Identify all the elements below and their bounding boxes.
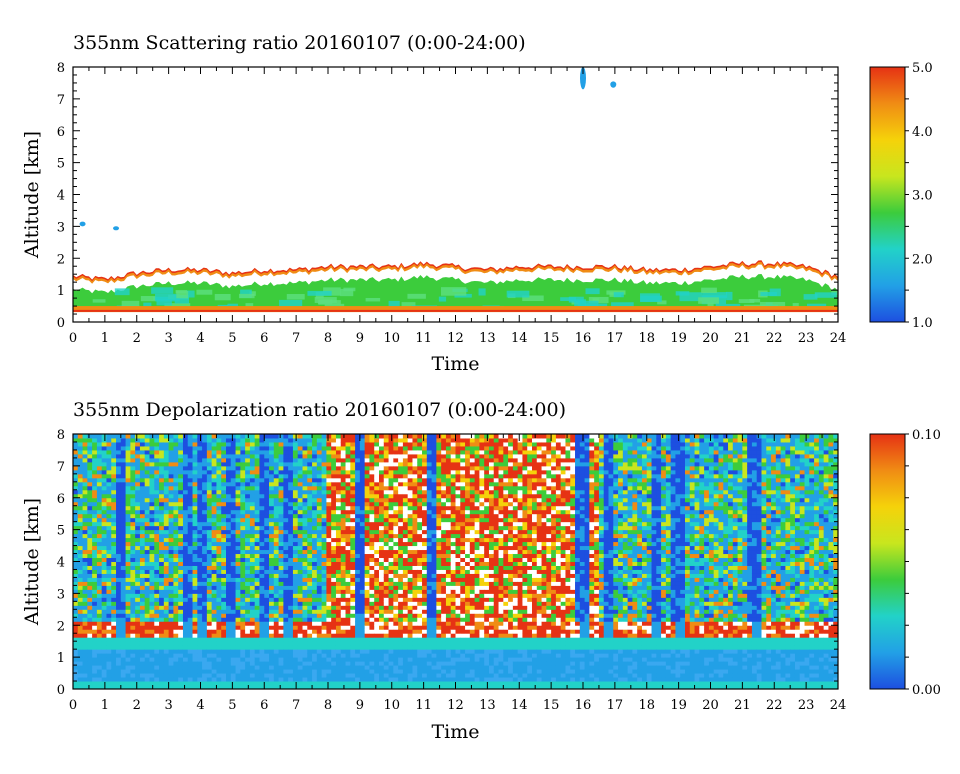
x-tick-label: 17 xyxy=(607,698,624,713)
x-tick-label: 1 xyxy=(101,698,109,713)
x-tick-label: 2 xyxy=(133,331,141,346)
colorbar-label: 3.0 xyxy=(912,189,933,204)
x-tick-label: 3 xyxy=(164,331,172,346)
x-tick-label: 4 xyxy=(196,698,204,713)
x-tick-label: 23 xyxy=(798,331,815,346)
x-tick-label: 24 xyxy=(830,698,847,713)
x-tick-label: 13 xyxy=(479,698,496,713)
y-tick-label: 1 xyxy=(57,284,65,299)
y-tick-label: 5 xyxy=(57,524,65,539)
colorbar-scale xyxy=(870,67,905,322)
x-axis-label: Time xyxy=(431,721,479,743)
x-tick-label: 23 xyxy=(798,698,815,713)
isolated-echo xyxy=(80,222,86,227)
colorbar-label: 2.0 xyxy=(912,252,933,267)
y-tick-label: 6 xyxy=(57,492,65,507)
x-tick-label: 1 xyxy=(101,331,109,346)
x-tick-label: 15 xyxy=(543,331,560,346)
y-tick-label: 4 xyxy=(57,556,65,571)
x-tick-label: 22 xyxy=(766,331,783,346)
colorbar-label: 1.0 xyxy=(912,316,933,331)
x-tick-label: 11 xyxy=(415,698,432,713)
y-tick-label: 1 xyxy=(57,651,65,666)
isolated-echo xyxy=(610,81,616,87)
x-tick-label: 6 xyxy=(260,331,268,346)
y-tick-label: 2 xyxy=(57,619,65,634)
scattering-ratio-panel: 355nm Scattering ratio 20160107 (0:00-24… xyxy=(21,32,933,375)
x-tick-label: 10 xyxy=(383,331,400,346)
colorbar: 0.00 0.10 xyxy=(870,428,941,698)
y-tick-label: 2 xyxy=(57,252,65,267)
x-tick-label: 18 xyxy=(638,698,655,713)
colorbar: 1.0 2.0 3.0 4.0 5.0 xyxy=(870,61,933,331)
x-tick-label: 11 xyxy=(415,331,432,346)
x-tick-label: 9 xyxy=(356,331,364,346)
colorbar-label: 0.10 xyxy=(912,428,941,443)
y-tick-label: 8 xyxy=(57,61,65,76)
x-tick-label: 7 xyxy=(292,331,300,346)
x-tick-label: 12 xyxy=(447,698,464,713)
chart-title: 355nm Depolarization ratio 20160107 (0:0… xyxy=(73,399,566,421)
y-tick-label: 7 xyxy=(57,460,65,475)
x-tick-label: 8 xyxy=(324,698,332,713)
x-tick-label: 9 xyxy=(356,698,364,713)
x-tick-label: 8 xyxy=(324,331,332,346)
x-tick-label: 16 xyxy=(575,331,592,346)
x-tick-label: 6 xyxy=(260,698,268,713)
y-tick-label: 3 xyxy=(57,220,65,235)
y-tick-label: 3 xyxy=(57,587,65,602)
x-tick-label: 13 xyxy=(479,331,496,346)
x-tick-label: 0 xyxy=(69,698,77,713)
x-tick-label: 12 xyxy=(447,331,464,346)
depolarization-ratio-panel: 355nm Depolarization ratio 20160107 (0:0… xyxy=(21,399,941,743)
y-tick-label: 0 xyxy=(57,683,65,698)
y-tick-label: 7 xyxy=(57,93,65,108)
x-tick-label: 20 xyxy=(702,331,719,346)
x-tick-label: 19 xyxy=(670,698,687,713)
chart-title: 355nm Scattering ratio 20160107 (0:00-24… xyxy=(73,32,526,54)
x-tick-label: 20 xyxy=(702,698,719,713)
x-tick-label: 5 xyxy=(228,331,236,346)
y-tick-label: 8 xyxy=(57,428,65,443)
x-tick-label: 14 xyxy=(511,698,528,713)
x-tick-label: 22 xyxy=(766,698,783,713)
x-tick-label: 4 xyxy=(196,331,204,346)
x-tick-label: 0 xyxy=(69,331,77,346)
x-tick-label: 15 xyxy=(543,698,560,713)
x-tick-label: 3 xyxy=(164,698,172,713)
heatmap-field xyxy=(73,434,839,690)
y-axis-label: Altitude [km] xyxy=(21,498,43,626)
x-axis-label: Time xyxy=(431,353,479,375)
x-tick-label: 21 xyxy=(734,331,751,346)
colorbar-label: 5.0 xyxy=(912,61,933,76)
y-tick-label: 5 xyxy=(57,157,65,172)
x-tick-label: 17 xyxy=(607,331,624,346)
isolated-echo xyxy=(113,226,119,230)
y-tick-label: 4 xyxy=(57,189,65,204)
x-tick-label: 2 xyxy=(133,698,141,713)
x-tick-label: 16 xyxy=(575,698,592,713)
x-tick-label: 5 xyxy=(228,698,236,713)
y-tick-label: 6 xyxy=(57,125,65,140)
colorbar-label: 0.00 xyxy=(912,683,941,698)
x-tick-label: 7 xyxy=(292,698,300,713)
x-tick-label: 10 xyxy=(383,698,400,713)
x-tick-label: 14 xyxy=(511,331,528,346)
y-tick-label: 0 xyxy=(57,316,65,331)
colorbar-scale xyxy=(870,434,905,689)
y-axis-label: Altitude [km] xyxy=(21,131,43,259)
colorbar-label: 4.0 xyxy=(912,125,933,140)
x-tick-label: 18 xyxy=(638,331,655,346)
heatmap-field xyxy=(73,67,853,322)
x-tick-label: 19 xyxy=(670,331,687,346)
x-tick-label: 21 xyxy=(734,698,751,713)
x-tick-label: 24 xyxy=(830,331,847,346)
